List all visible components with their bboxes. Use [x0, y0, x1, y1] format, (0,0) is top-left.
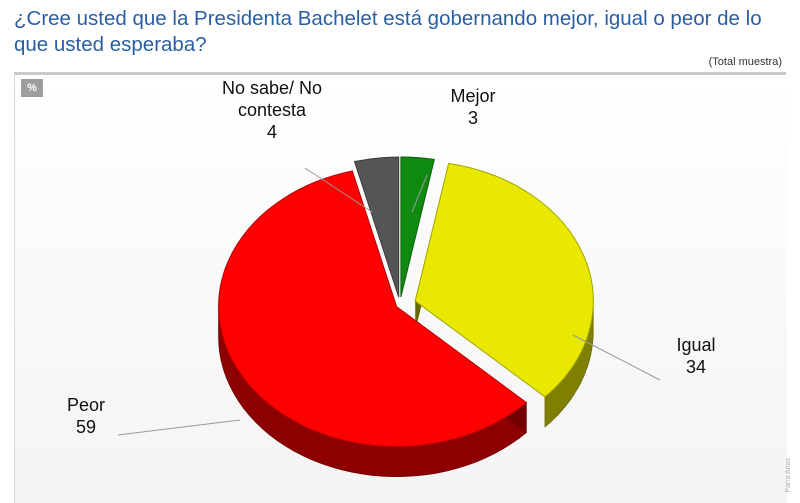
slice-value-peor: 59	[76, 417, 96, 437]
slice-label-no-sabe-no-contesta: No sabe/ No contesta 4	[222, 78, 322, 142]
slice-label-peor: Peor 59	[67, 395, 105, 437]
slice-igual	[414, 162, 594, 398]
pie-tops	[218, 156, 594, 448]
slice-value-igual: 34	[686, 357, 706, 377]
unit-badge: %	[21, 79, 43, 97]
header-divider	[14, 72, 786, 75]
slice-name-igual: Igual	[676, 335, 715, 355]
slice-label-igual: Igual 34	[676, 335, 715, 377]
slice-name-no-sabe-no-contesta: No sabe/ No	[222, 78, 322, 98]
slice-no-sabe-no-contesta	[353, 156, 400, 298]
leader-line-mejor	[411, 174, 428, 213]
slice-name-no-sabe-no-contesta: contesta	[238, 100, 307, 120]
slice-peor	[218, 170, 528, 448]
slice-name-mejor: Mejor	[450, 86, 495, 106]
slice-mejor	[400, 156, 435, 298]
slice-name-peor: Peor	[67, 395, 105, 415]
leader-lines	[117, 167, 661, 436]
leader-line-peor	[117, 419, 241, 436]
leader-line-no-sabe-no-contesta	[304, 167, 373, 213]
chart-subtitle: (Total muestra)	[708, 56, 782, 68]
leader-line-igual	[572, 334, 661, 381]
slice-value-mejor: 3	[468, 108, 478, 128]
slice-value-no-sabe-no-contesta: 4	[267, 122, 277, 142]
slice-label-mejor: Mejor 3	[450, 86, 495, 128]
chart-title: ¿Cree usted que la Presidenta Bachelet e…	[14, 7, 762, 56]
